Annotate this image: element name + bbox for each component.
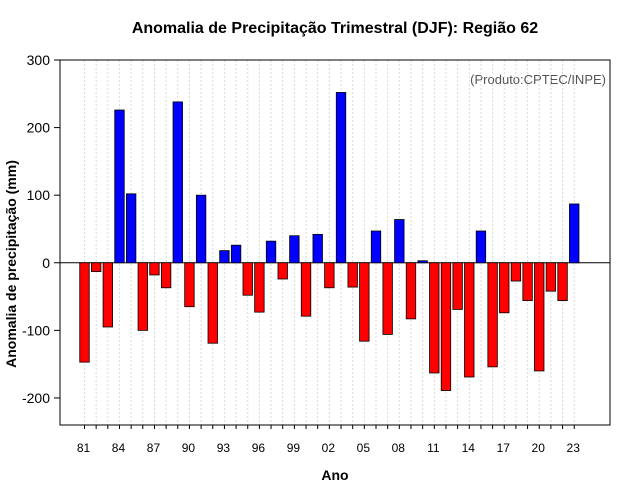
x-tick-label: 84 [112, 441, 126, 455]
y-tick-label: -100 [22, 322, 50, 338]
plot-frame [59, 59, 611, 426]
bar [242, 262, 253, 296]
bar [487, 262, 498, 368]
bar [207, 262, 218, 344]
bar [91, 262, 102, 272]
bar [324, 262, 335, 289]
x-axis-label: Ano [321, 467, 349, 483]
bar [149, 262, 160, 276]
x-tick-label: 17 [497, 441, 511, 455]
bars [79, 92, 580, 391]
chart-title: Anomalia de Precipitação Trimestral (DJF… [131, 20, 539, 37]
bar [405, 262, 417, 320]
bar [79, 262, 90, 363]
y-tick-label: 100 [27, 187, 51, 203]
x-tick-label: 08 [392, 441, 406, 455]
bar [289, 235, 300, 264]
bar [160, 262, 172, 289]
x-tick-label: 81 [77, 441, 91, 455]
bar [335, 92, 347, 264]
x-tick-label: 20 [532, 441, 546, 455]
bar [510, 262, 522, 282]
bar [440, 262, 452, 391]
x-tick-label: 05 [357, 441, 371, 455]
bar [254, 262, 265, 313]
bar [522, 262, 533, 302]
x-tick-label: 96 [252, 441, 266, 455]
y-tick-label: -200 [22, 390, 50, 406]
bar [277, 262, 288, 280]
x-tick-label: 99 [287, 441, 301, 455]
x-tick-label: 23 [567, 441, 581, 455]
bar [300, 262, 312, 317]
bar [125, 193, 137, 264]
bar [230, 244, 242, 264]
x-tick-label: 14 [462, 441, 476, 455]
bar [195, 194, 207, 264]
credit-text: (Produto:CPTEC/INPE) [470, 72, 606, 87]
bar [569, 203, 580, 264]
grid-lines [84, 60, 575, 425]
bar [545, 262, 557, 292]
x-tick-label: 93 [217, 441, 231, 455]
x-tick-label: 02 [322, 441, 336, 455]
bar [219, 250, 230, 264]
x-tick-label: 87 [147, 441, 161, 455]
bar [429, 262, 440, 374]
bar [499, 262, 510, 314]
y-tick-label: 0 [42, 255, 50, 271]
x-tick-label: 90 [182, 441, 196, 455]
axes: -200 -100 0 100 200 300 81 84 87 90 93 96 99 02 05 08 11… [22, 52, 611, 455]
bar [557, 262, 568, 302]
bar [172, 101, 183, 264]
bar [312, 233, 323, 264]
bar [102, 262, 113, 328]
bar [359, 262, 370, 342]
y-tick-label: 300 [27, 52, 51, 68]
bar [394, 219, 405, 264]
bar [370, 230, 382, 264]
bar [475, 230, 487, 264]
bar [534, 262, 545, 372]
bar [184, 262, 195, 308]
bar [464, 262, 475, 378]
bar [137, 262, 148, 331]
y-tick-label: 200 [27, 120, 51, 136]
bar [347, 262, 358, 288]
x-tick-label: 11 [427, 441, 440, 455]
bar [417, 260, 428, 264]
bar [382, 262, 393, 335]
bar [114, 109, 125, 264]
bar [452, 262, 463, 310]
bar [265, 240, 277, 264]
